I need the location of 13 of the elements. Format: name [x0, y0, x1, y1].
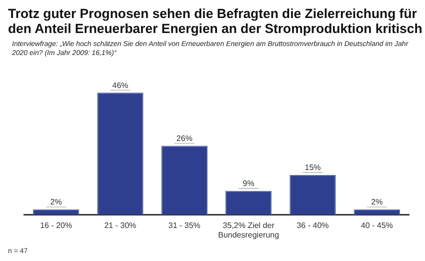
- data-label: 2%: [50, 198, 62, 207]
- x-tick-label: 31 - 35%: [168, 220, 200, 230]
- x-tick-label: 36 - 40%: [296, 220, 329, 230]
- x-tick-label: 21 - 30%: [104, 220, 136, 230]
- chart-title: Trotz guter Prognosen sehen die Befragten die Zielerreichung für den Anteil Erneuerbarer Energien an der Stromproduktion kritisch: [8, 6, 423, 36]
- data-label: 15%: [304, 163, 321, 172]
- x-tick-label: 16 - 20%: [40, 220, 72, 230]
- x-tick-label: 35,2% Ziel der Bundesregierung: [218, 220, 280, 240]
- data-label: 2%: [371, 198, 383, 207]
- x-tick-label: 40 - 45%: [360, 220, 393, 230]
- data-label: 9%: [242, 179, 254, 188]
- data-label: 46%: [112, 80, 128, 90]
- data-label: 26%: [176, 134, 192, 143]
